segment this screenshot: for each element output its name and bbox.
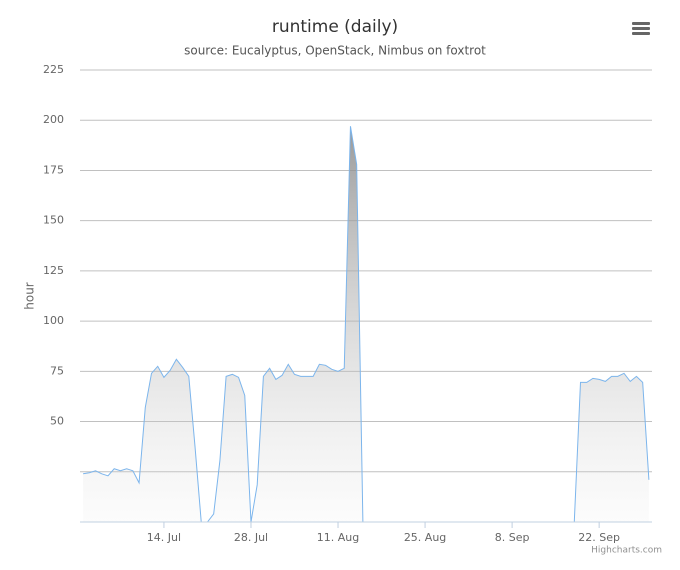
- area-line: [83, 126, 650, 522]
- credit: Highcharts.com: [591, 546, 662, 556]
- y-tick-label: 75: [50, 364, 64, 377]
- x-tick-label: 28. Jul: [234, 531, 268, 544]
- menu-button[interactable]: [632, 22, 650, 35]
- chart-subtitle: source: Eucalyptus, OpenStack, Nimbus on…: [184, 44, 486, 58]
- x-tick-label: 22. Sep: [578, 531, 620, 544]
- y-tick-label: 50: [50, 415, 64, 428]
- y-tick-label: 175: [43, 163, 64, 176]
- y-tick-label: 150: [43, 214, 64, 227]
- area-fill: [83, 126, 649, 522]
- x-tick-label: 11. Aug: [317, 531, 359, 544]
- x-tick-label: 8. Sep: [495, 531, 530, 544]
- x-tick-label: 14. Jul: [147, 531, 181, 544]
- y-axis-title: hour: [23, 282, 37, 310]
- x-tick-label: 25. Aug: [404, 531, 446, 544]
- y-tick-label: 200: [43, 113, 64, 126]
- y-tick-label: 225: [43, 63, 64, 76]
- chart-title: runtime (daily): [272, 17, 398, 37]
- y-tick-label: 100: [43, 314, 64, 327]
- y-tick-label: 125: [43, 264, 64, 277]
